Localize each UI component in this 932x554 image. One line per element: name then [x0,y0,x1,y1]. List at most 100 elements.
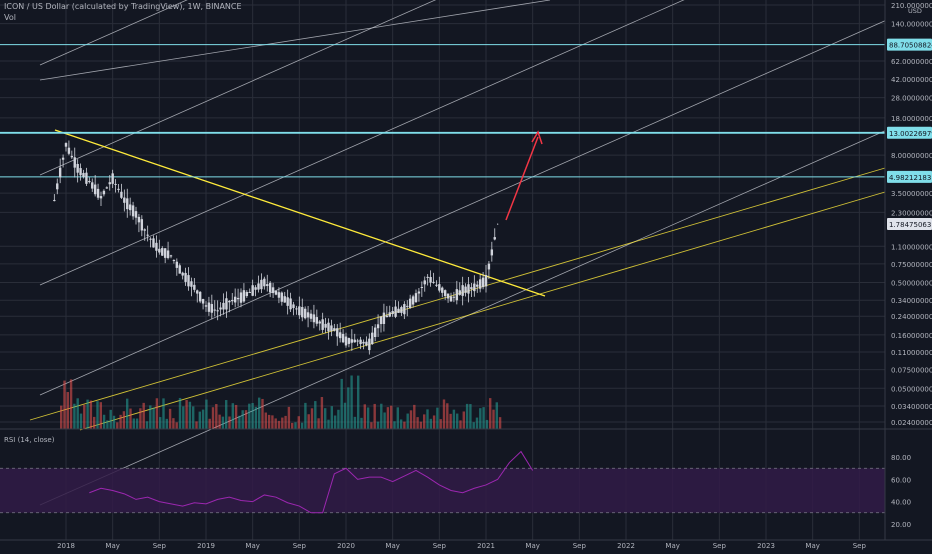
candle-body [330,325,333,332]
volume-bar [456,413,459,429]
volume-bar [297,416,300,429]
volume-bar [294,422,297,429]
candle-body [417,291,421,294]
data-point [380,319,382,321]
candle-body [373,327,377,338]
time-tick-label: 2019 [197,542,215,550]
candle-body [350,339,354,343]
volume-bar [419,421,423,429]
volume-bar [291,422,294,429]
volume-bar [231,403,234,429]
volume-bar [208,418,211,429]
candle-body [271,287,275,294]
price-tick-label: 62.00000000 [891,58,932,66]
candle-body [464,286,467,293]
data-point [88,180,90,183]
data-point [473,286,475,288]
candle-body [85,172,88,184]
time-tick-label: May [245,542,259,550]
rsi-pane: 80.00 60.00 40.00 20.00 [0,450,911,529]
volume-bar [442,399,446,429]
candle-body [400,307,403,313]
channel-lines [29,0,886,506]
volume-bar [271,415,274,429]
volume-bar [244,410,248,429]
candle-body [79,168,82,176]
candle-body [423,280,426,285]
volume-bar [475,417,479,429]
candle-body [82,172,85,177]
volume-bar [139,408,142,429]
volume-bar [215,404,218,429]
volume-bar [413,404,416,429]
data-point [205,305,207,307]
candle-body [301,307,304,318]
candle-body [277,292,281,298]
rsi-tick-label: 40.00 [891,499,911,507]
volume-bars [60,375,502,429]
candle-body [248,291,251,293]
candle-body [481,277,485,288]
volume-bar [211,407,215,429]
last-price-label: 1.78475063 [889,221,931,229]
data-point [403,308,405,310]
volume-bar [218,414,221,429]
volume-bar [337,409,340,429]
data-point [497,223,499,225]
time-tick-label: May [385,542,399,550]
volume-bar [129,408,132,429]
level-label: 4.98212183 [889,174,931,182]
volume-bar [396,407,399,429]
grid [0,0,885,540]
candle-body [225,298,228,310]
projection-arrow [505,136,539,221]
volume-bar [149,405,152,429]
volume-bar [333,415,337,429]
channel-line [39,0,685,286]
volume-bar [178,397,182,429]
candle-body [219,307,222,310]
candle-body [187,275,190,287]
volume-bar [155,398,159,429]
candle-body [429,276,432,283]
data-point [252,289,254,292]
candle-body [441,287,444,293]
volume-bar [300,422,304,429]
volume-bar [234,404,238,429]
volume-bar [459,420,462,429]
candle-body [493,237,496,240]
candle-body [353,339,356,343]
price-tick-label: 0.24000000 [891,313,932,321]
volume-bar [479,408,482,429]
channel-line [39,0,437,176]
volume-bar [205,399,208,429]
volume-bar [162,398,165,429]
data-point [392,311,394,314]
data-point [485,280,487,282]
volume-bar [357,375,360,429]
candle-body [338,332,342,339]
channel-line [39,20,886,396]
candle-body [411,296,415,305]
candle-body [58,167,62,178]
data-point [298,310,300,312]
volume-bar [406,413,409,429]
candle-body [257,283,260,290]
volume-bar [376,421,380,429]
candle-body [280,292,284,302]
data-point [462,289,464,292]
candle-body [420,286,424,288]
level-label-bg [887,126,932,139]
data-point [345,340,347,342]
data-point [310,315,312,317]
volume-bar [360,417,363,429]
data-point [438,286,440,288]
price-tick-label: 0.50000000 [891,279,932,287]
price-tick-label: 28.00000000 [891,95,932,103]
volume-bar [287,406,291,429]
volume-bar [267,414,271,429]
candle-body [376,324,380,329]
